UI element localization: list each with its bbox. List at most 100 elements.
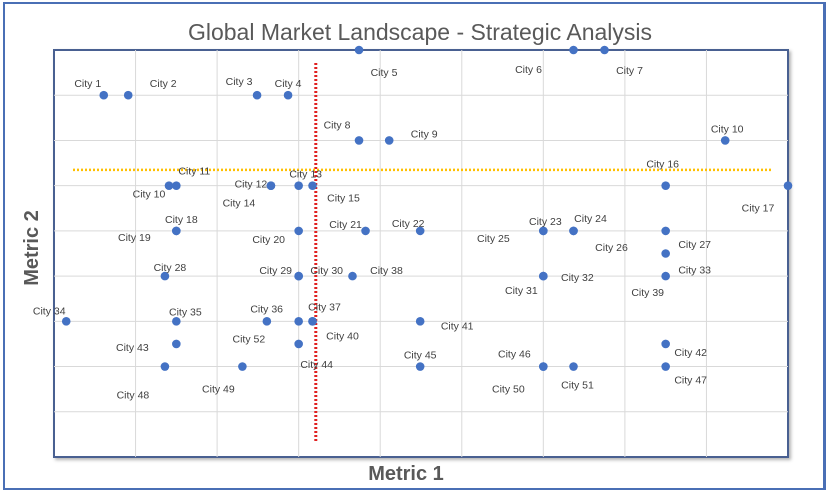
data-point[interactable]: [123, 90, 133, 100]
data-label: City 6: [515, 64, 542, 76]
data-point[interactable]: [661, 339, 670, 349]
data-label: City 16: [646, 159, 679, 171]
data-point[interactable]: [539, 271, 548, 281]
data-label: City 7: [616, 65, 643, 77]
chart-frame: [3, 2, 826, 490]
chart-title: Global Market Landscape - Strategic Anal…: [188, 19, 652, 45]
data-point[interactable]: [294, 317, 303, 326]
data-point[interactable]: [294, 181, 303, 190]
data-label: City 4: [275, 78, 302, 90]
data-point[interactable]: [539, 226, 548, 236]
data-label: City 26: [595, 242, 628, 254]
data-point[interactable]: [294, 226, 303, 236]
data-label: City 23: [529, 216, 562, 228]
data-label: City 18: [165, 214, 198, 226]
data-point[interactable]: [294, 339, 303, 349]
data-point[interactable]: [61, 317, 71, 326]
data-label: City 8: [324, 119, 351, 131]
data-label: City 3: [226, 76, 253, 88]
data-point[interactable]: [164, 181, 174, 190]
plot-area: [53, 49, 789, 458]
data-point[interactable]: [172, 317, 181, 326]
data-point[interactable]: [252, 90, 262, 100]
data-label: City 45: [404, 350, 437, 362]
data-label: City 51: [561, 380, 594, 392]
data-label: City 46: [498, 349, 531, 361]
data-label: City 38: [370, 265, 403, 277]
data-point[interactable]: [266, 181, 276, 190]
data-label: City 10: [711, 123, 744, 135]
data-label: City 21: [329, 219, 362, 231]
data-point[interactable]: [238, 362, 247, 371]
data-point[interactable]: [308, 317, 317, 326]
data-label: City 47: [674, 375, 707, 387]
data-point[interactable]: [661, 226, 670, 236]
data-point[interactable]: [283, 90, 293, 100]
data-label: City 14: [223, 198, 256, 210]
data-label: City 9: [411, 128, 438, 140]
data-point[interactable]: [361, 226, 370, 236]
data-point[interactable]: [384, 136, 394, 145]
data-label: City 20: [252, 234, 285, 246]
data-point[interactable]: [539, 362, 548, 371]
data-point[interactable]: [99, 90, 109, 100]
data-point[interactable]: [262, 317, 272, 326]
data-point[interactable]: [160, 362, 170, 371]
data-point[interactable]: [661, 362, 670, 371]
data-point[interactable]: [720, 136, 730, 145]
data-label: City 5: [371, 67, 398, 79]
data-point[interactable]: [348, 271, 357, 281]
data-point[interactable]: [569, 226, 578, 236]
data-label: City 33: [678, 265, 711, 277]
data-label: City 34: [33, 305, 66, 317]
data-label: City 29: [259, 265, 292, 277]
data-points: [61, 45, 793, 371]
data-point[interactable]: [783, 181, 793, 190]
data-labels: City 1 City 2 City 3 City 4 City 5 City 6 City…: [33, 64, 775, 402]
data-label: City 27: [678, 239, 711, 251]
reference-lines: [73, 63, 772, 442]
x-axis-title: Metric 1: [368, 463, 444, 485]
data-label: City 49: [202, 384, 235, 396]
data-label: City 1: [74, 78, 101, 90]
data-label: City 19: [118, 232, 151, 244]
data-point[interactable]: [415, 226, 425, 236]
data-label: City 30: [310, 265, 343, 277]
data-point[interactable]: [172, 226, 181, 236]
data-point[interactable]: [172, 339, 181, 349]
data-point[interactable]: [308, 181, 317, 190]
data-label: City 52: [233, 333, 266, 345]
data-label: City 39: [631, 287, 664, 299]
data-label: City 2: [150, 78, 177, 90]
data-point[interactable]: [569, 45, 578, 55]
data-label: City 41: [441, 320, 474, 332]
data-point[interactable]: [294, 271, 303, 281]
data-label: City 40: [326, 330, 359, 342]
data-point[interactable]: [172, 181, 181, 190]
data-point[interactable]: [600, 45, 609, 55]
data-label: City 32: [561, 272, 594, 284]
data-label: City 24: [574, 213, 607, 225]
data-point[interactable]: [661, 249, 670, 258]
data-label: City 37: [308, 301, 341, 313]
data-point[interactable]: [354, 45, 364, 55]
data-label: City 36: [250, 303, 283, 315]
data-point[interactable]: [661, 181, 670, 190]
data-label: City 50: [492, 384, 525, 396]
data-label: City 35: [169, 306, 202, 318]
data-label: City 22: [392, 218, 425, 230]
data-label: City 12: [235, 179, 268, 191]
data-label: City 31: [505, 285, 538, 297]
y-axis-title: Metric 2: [21, 210, 43, 286]
data-point[interactable]: [160, 271, 170, 281]
data-point[interactable]: [415, 317, 425, 326]
data-point[interactable]: [415, 362, 425, 371]
data-label: City 42: [674, 347, 707, 359]
data-point[interactable]: [569, 362, 578, 371]
data-point[interactable]: [661, 271, 670, 281]
data-label: City 44: [300, 359, 333, 371]
data-label: City 48: [117, 390, 150, 402]
data-point[interactable]: [354, 136, 364, 145]
data-label: City 11: [178, 166, 210, 178]
